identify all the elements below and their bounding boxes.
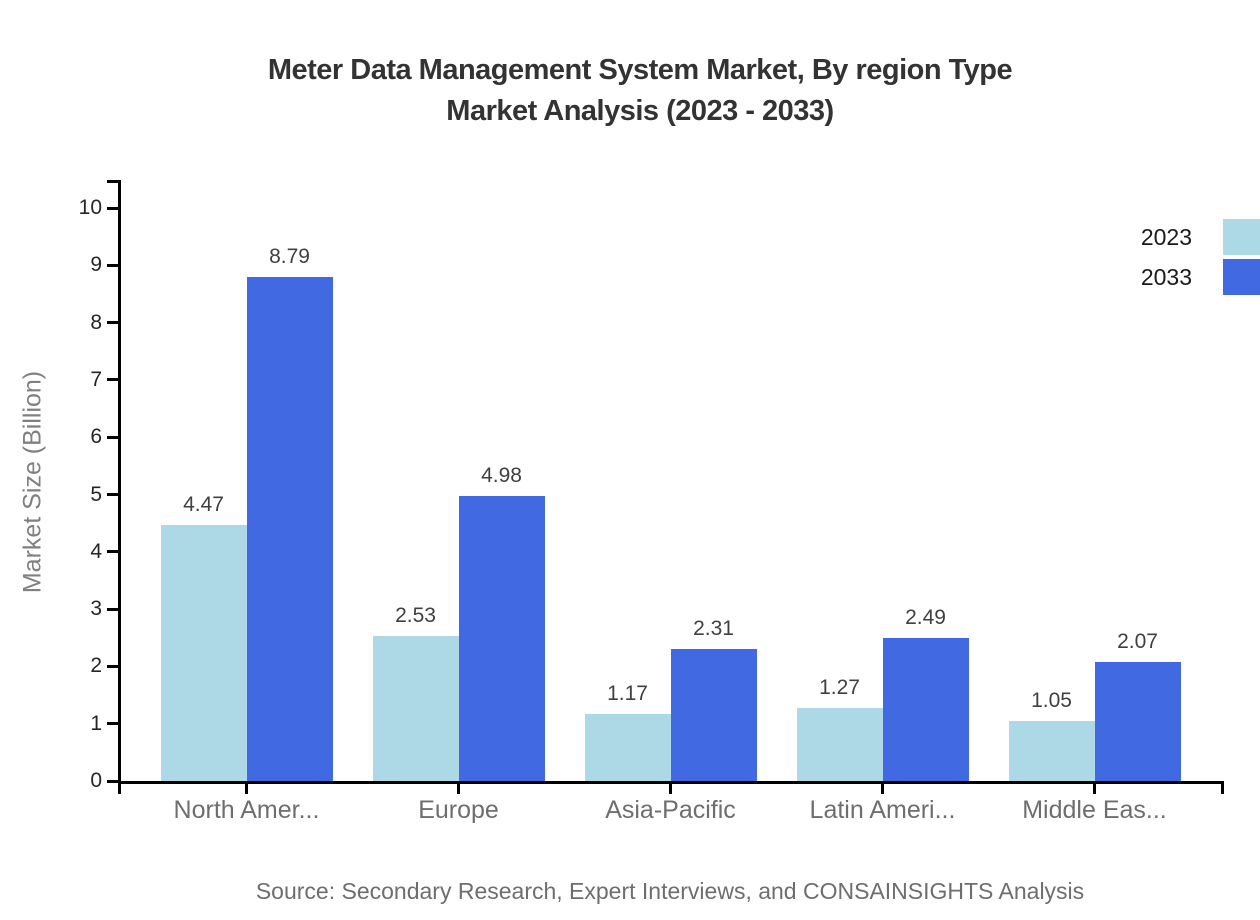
value-label-2023-latin-ameri: 1.27 — [819, 676, 860, 700]
y-tick-label: 7 — [90, 367, 102, 391]
value-label-2023-asia-pacific: 1.17 — [607, 682, 648, 705]
legend-swatch-2033 — [1223, 259, 1260, 295]
y-tick — [107, 607, 119, 611]
bar-2023-europe — [372, 636, 459, 781]
bar-2023-asia-pacific — [584, 714, 671, 781]
y-tick-label: 0 — [90, 769, 102, 792]
category-label-north-amer: North Amer... — [173, 796, 320, 824]
value-label-2033-latin-ameri: 2.49 — [905, 606, 946, 630]
category-label-latin-ameri: Latin Ameri... — [809, 796, 956, 824]
category-label-middle-eas: Middle Eas... — [1022, 796, 1167, 824]
y-tick-label: 1 — [90, 711, 102, 735]
x-axis-end-tick — [1220, 781, 1224, 794]
chart-title-line2: Market Analysis (2023 - 2033) — [446, 95, 834, 127]
y-tick-label: 9 — [90, 253, 102, 277]
value-label-2033-asia-pacific: 2.31 — [693, 616, 734, 640]
bar-2033-latin-ameri — [882, 638, 969, 781]
value-label-2033-europe: 4.98 — [481, 463, 522, 487]
category-label-europe: Europe — [418, 796, 499, 824]
y-tick-label: 2 — [90, 654, 102, 678]
y-axis-line — [117, 180, 121, 783]
y-tick — [107, 321, 119, 325]
value-label-2033-middle-eas: 2.07 — [1117, 630, 1158, 654]
y-tick — [107, 664, 119, 668]
bar-2033-asia-pacific — [670, 648, 757, 781]
value-label-2033-north-amer: 8.79 — [269, 245, 310, 269]
y-tick-label: 5 — [90, 482, 102, 506]
x-tick — [881, 781, 884, 794]
legend-label-2023: 2023 — [1140, 224, 1192, 250]
chart-title-line1: Meter Data Management System Market, By … — [267, 54, 1013, 86]
legend-label-2033: 2033 — [1140, 264, 1192, 290]
x-tick — [245, 781, 248, 794]
y-tick — [107, 493, 119, 496]
source-note: Source: Secondary Research, Expert Inter… — [255, 878, 1085, 904]
y-tick — [107, 206, 119, 210]
bar-2023-middle-eas — [1008, 720, 1095, 781]
y-tick-label: 10 — [78, 196, 102, 219]
y-tick — [107, 779, 119, 783]
value-label-2023-north-amer: 4.47 — [183, 492, 224, 516]
y-tick — [107, 378, 119, 382]
x-tick — [457, 781, 460, 794]
x-axis-start-tick — [117, 781, 121, 794]
bar-2033-north-amer — [246, 277, 333, 781]
legend-item-2023: 2023 — [0, 219, 1260, 255]
value-label-2023-europe: 2.53 — [395, 604, 436, 627]
legend-swatch-2023 — [1223, 219, 1260, 255]
y-tick-label: 6 — [90, 425, 102, 449]
y-tick-label: 4 — [90, 539, 102, 563]
y-tick — [107, 550, 119, 554]
legend-item-2033: 2033 — [0, 259, 1260, 295]
value-label-2023-middle-eas: 1.05 — [1031, 688, 1072, 712]
y-axis-end-cap — [107, 180, 119, 183]
y-tick-label: 8 — [90, 310, 102, 334]
y-tick — [107, 722, 119, 726]
bar-2023-north-amer — [160, 524, 247, 781]
y-tick — [107, 263, 119, 267]
bar-2033-middle-eas — [1094, 662, 1181, 781]
x-tick — [669, 781, 672, 794]
y-tick — [107, 435, 119, 439]
category-label-asia-pacific: Asia-Pacific — [605, 796, 736, 824]
bar-2023-latin-ameri — [796, 708, 883, 781]
x-tick — [1093, 781, 1096, 794]
bar-2033-europe — [458, 495, 545, 781]
chart-title: Meter Data Management System Market, By … — [60, 50, 1220, 132]
y-tick-label: 3 — [90, 597, 102, 621]
